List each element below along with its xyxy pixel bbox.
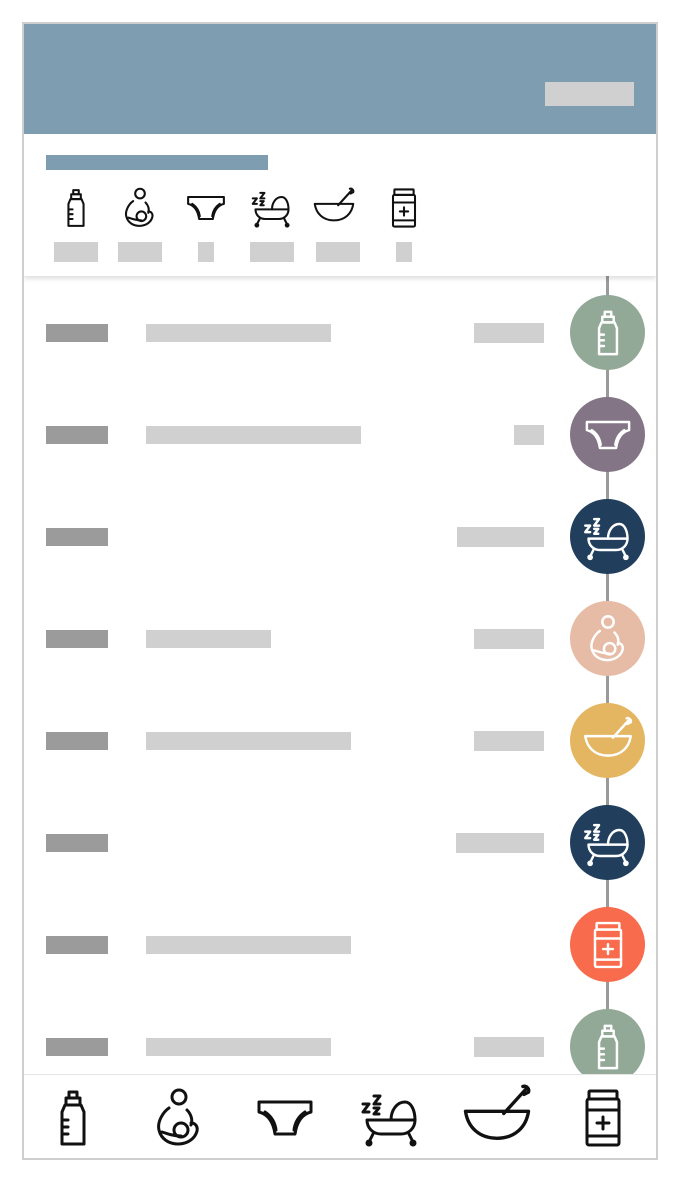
add-bottle-button[interactable]: [33, 1083, 113, 1153]
medicine-jar-icon: [382, 186, 426, 230]
entry-time: [46, 630, 108, 648]
entry-time: [46, 324, 108, 342]
sleep-bassinet-icon: [582, 511, 634, 563]
daily-summary-panel: [24, 134, 656, 276]
sleep-bassinet-icon: [359, 1086, 423, 1150]
diaper-icon: [253, 1086, 317, 1150]
summary-item-breastfeeding[interactable]: [118, 186, 178, 266]
entry-time: [46, 936, 108, 954]
entry-note: [146, 732, 351, 750]
entry-amount: [474, 629, 544, 649]
summary-item-sleep[interactable]: [250, 186, 310, 266]
baby-bottle-icon: [54, 186, 98, 230]
entry-type-badge: [570, 1009, 645, 1084]
summary-count-sleep: [250, 242, 294, 262]
timeline-entry[interactable]: [24, 596, 656, 698]
baby-bottle-icon: [41, 1086, 105, 1150]
timeline-entry[interactable]: [24, 902, 656, 1004]
entry-note: [146, 426, 361, 444]
timeline-entry[interactable]: [24, 392, 656, 494]
timeline-entry[interactable]: [24, 698, 656, 800]
food-bowl-icon: [461, 1082, 533, 1154]
entry-type-badge: [570, 907, 645, 982]
medicine-jar-icon: [582, 919, 634, 971]
breastfeeding-icon: [582, 613, 634, 665]
app-header: [24, 24, 656, 134]
summary-title: [46, 155, 268, 170]
add-breastfeeding-button[interactable]: [139, 1083, 219, 1153]
entry-type-badge: [570, 703, 645, 778]
entry-amount: [456, 833, 544, 853]
entry-note: [146, 936, 351, 954]
entry-amount: [514, 425, 544, 445]
entry-note: [146, 1038, 331, 1056]
entry-type-badge: [570, 397, 645, 472]
entry-note: [146, 324, 331, 342]
entry-amount: [474, 323, 544, 343]
add-medicine-button[interactable]: [563, 1083, 643, 1153]
timeline-entry[interactable]: [24, 800, 656, 902]
sleep-bassinet-icon: [582, 817, 634, 869]
summary-count-bottle: [54, 242, 98, 262]
summary-count-food: [316, 242, 360, 262]
summary-item-diaper[interactable]: [184, 186, 244, 266]
diaper-icon: [582, 409, 634, 461]
entry-amount: [474, 1037, 544, 1057]
diaper-icon: [184, 186, 228, 230]
entry-time: [46, 732, 108, 750]
food-bowl-icon: [582, 715, 634, 767]
baby-bottle-icon: [582, 1021, 634, 1073]
entry-amount: [474, 731, 544, 751]
entry-type-badge: [570, 601, 645, 676]
app-window: [22, 22, 658, 1160]
summary-count-medicine: [396, 242, 412, 262]
add-sleep-button[interactable]: [351, 1083, 431, 1153]
entry-time: [46, 426, 108, 444]
sleep-bassinet-icon: [250, 186, 294, 230]
entry-time: [46, 1038, 108, 1056]
summary-count-diaper: [198, 242, 214, 262]
header-action-button[interactable]: [545, 82, 634, 106]
entry-amount: [457, 527, 544, 547]
timeline-entry[interactable]: [24, 494, 656, 596]
bottom-action-bar: [24, 1074, 656, 1158]
medicine-jar-icon: [571, 1086, 635, 1150]
entry-type-badge: [570, 499, 645, 574]
summary-count-breastfeeding: [118, 242, 162, 262]
add-diaper-button[interactable]: [245, 1083, 325, 1153]
entry-type-badge: [570, 805, 645, 880]
timeline-entry[interactable]: [24, 290, 656, 392]
entry-time: [46, 834, 108, 852]
timeline-line: [606, 274, 609, 1094]
food-bowl-icon: [312, 186, 356, 230]
summary-item-bottle[interactable]: [54, 186, 114, 266]
entry-time: [46, 528, 108, 546]
baby-bottle-icon: [582, 307, 634, 359]
breastfeeding-icon: [118, 186, 162, 230]
entry-note: [146, 630, 271, 648]
entry-type-badge: [570, 295, 645, 370]
breastfeeding-icon: [147, 1086, 211, 1150]
timeline-entry[interactable]: [24, 1004, 656, 1106]
add-food-button[interactable]: [457, 1083, 537, 1153]
summary-item-medicine[interactable]: [382, 186, 442, 266]
summary-item-food[interactable]: [316, 186, 376, 266]
